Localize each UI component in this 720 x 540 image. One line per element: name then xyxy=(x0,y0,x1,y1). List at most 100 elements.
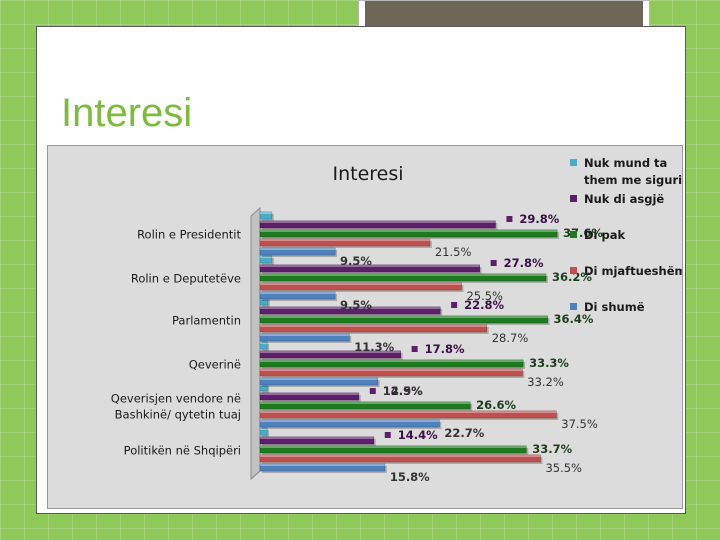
data-label: 22.8% xyxy=(464,298,504,312)
data-label: 14.9% xyxy=(383,384,423,398)
data-label: 33.7% xyxy=(532,442,572,456)
legend-swatch xyxy=(570,267,577,274)
bar xyxy=(259,401,471,410)
category-label: Parlamentin xyxy=(172,314,241,328)
bar xyxy=(259,341,268,350)
legend-label: Nuk mund ta xyxy=(584,156,667,170)
bar xyxy=(259,350,401,359)
bar xyxy=(259,419,440,428)
data-label: 33.3% xyxy=(529,356,569,370)
data-label: 26.6% xyxy=(476,398,516,412)
bar-highlight xyxy=(260,378,378,380)
data-label: 14.4% xyxy=(398,428,438,442)
chart-title: Interesi xyxy=(332,163,403,185)
data-label: 9.5% xyxy=(340,254,372,268)
bar-highlight xyxy=(260,325,487,327)
data-label-marker xyxy=(411,346,418,352)
slide-panel: Interesi Interesi Rolin e Presidentit Roli… xyxy=(36,26,686,514)
data-label-marker xyxy=(369,388,376,394)
bar xyxy=(259,306,441,315)
bar xyxy=(259,377,379,386)
data-label: 37.5% xyxy=(561,417,598,431)
bar xyxy=(259,247,336,256)
legend-label: Nuk di asgjë xyxy=(584,192,664,206)
bar-highlight xyxy=(260,265,480,267)
bar-highlight xyxy=(260,369,523,371)
bar-highlight xyxy=(260,307,441,309)
bar xyxy=(259,229,558,238)
bar-highlight xyxy=(260,393,359,395)
bar-highlight xyxy=(260,360,524,362)
data-label: 15.8% xyxy=(390,470,430,484)
bar xyxy=(259,359,524,368)
bar-highlight xyxy=(260,239,430,241)
axis-baseline xyxy=(250,470,261,480)
legend-swatch xyxy=(570,195,577,202)
data-label: 36.4% xyxy=(554,312,594,326)
bar xyxy=(259,315,548,324)
data-label: 36.2% xyxy=(552,270,592,284)
legend-label: Di pak xyxy=(584,228,625,242)
bar xyxy=(259,220,496,229)
bar-highlight xyxy=(260,292,336,294)
bar-highlight xyxy=(260,446,527,448)
legend-label: Di mjaftueshëm xyxy=(584,264,682,278)
bar-highlight xyxy=(260,274,546,276)
legend-label: them me siguri xyxy=(584,173,682,187)
data-label: 25.5% xyxy=(466,289,503,303)
data-label: 21.5% xyxy=(435,245,472,259)
bar xyxy=(259,291,336,300)
legend-swatch xyxy=(570,231,577,238)
data-label: 33.2% xyxy=(527,375,564,389)
category-label: Qeverisjen vendore në xyxy=(111,392,241,406)
bar xyxy=(259,324,488,333)
category-label: Qeverinë xyxy=(189,358,241,372)
bar-highlight xyxy=(260,420,440,422)
bar xyxy=(259,333,350,342)
data-label: 28.7% xyxy=(492,331,529,345)
bar xyxy=(259,392,360,401)
data-label-marker xyxy=(384,432,391,438)
bar-highlight xyxy=(260,256,272,258)
bar-highlight xyxy=(260,248,336,250)
category-label: Bashkinë/ qytetin tuaj xyxy=(115,408,241,422)
bar-highlight xyxy=(260,428,268,430)
data-label: 11.3% xyxy=(354,340,394,354)
bar xyxy=(259,368,523,377)
bar xyxy=(259,238,431,247)
bar xyxy=(259,436,375,445)
bar-highlight xyxy=(260,316,548,318)
data-label: 27.8% xyxy=(504,256,544,270)
category-label: Politikën në Shqipëri xyxy=(124,444,241,458)
bar-highlight xyxy=(260,230,558,232)
bar-highlight xyxy=(260,437,374,439)
data-label: 17.8% xyxy=(425,342,465,356)
data-label: 29.8% xyxy=(519,212,559,226)
legend-label: Di shumë xyxy=(584,300,645,314)
data-label: 35.5% xyxy=(545,461,582,475)
bar-chart: Interesi Rolin e Presidentit Rolin e Deput… xyxy=(111,156,687,484)
bar xyxy=(259,427,268,436)
data-label: 12.5% xyxy=(383,384,423,398)
axis-wall xyxy=(250,206,261,481)
data-label: 22.7% xyxy=(444,426,484,440)
category-label: Rolin e Presidentit xyxy=(137,228,241,242)
bar xyxy=(259,463,386,472)
bar-highlight xyxy=(260,411,557,413)
bar xyxy=(259,264,480,273)
bar xyxy=(259,410,557,419)
bar-highlight xyxy=(260,334,350,336)
bar xyxy=(259,282,462,291)
bar-highlight xyxy=(260,455,541,457)
bar xyxy=(259,255,273,264)
data-label: 9.5% xyxy=(340,298,372,312)
legend-swatch xyxy=(570,159,577,166)
data-label-marker xyxy=(506,216,513,222)
bar-highlight xyxy=(260,221,496,223)
bar-highlight xyxy=(260,351,401,353)
bar xyxy=(259,445,527,454)
chart-area: Interesi Rolin e Presidentit Rolin e Deput… xyxy=(47,145,687,509)
bar-highlight xyxy=(260,342,268,344)
bar-highlight xyxy=(260,283,462,285)
bar xyxy=(259,211,273,220)
